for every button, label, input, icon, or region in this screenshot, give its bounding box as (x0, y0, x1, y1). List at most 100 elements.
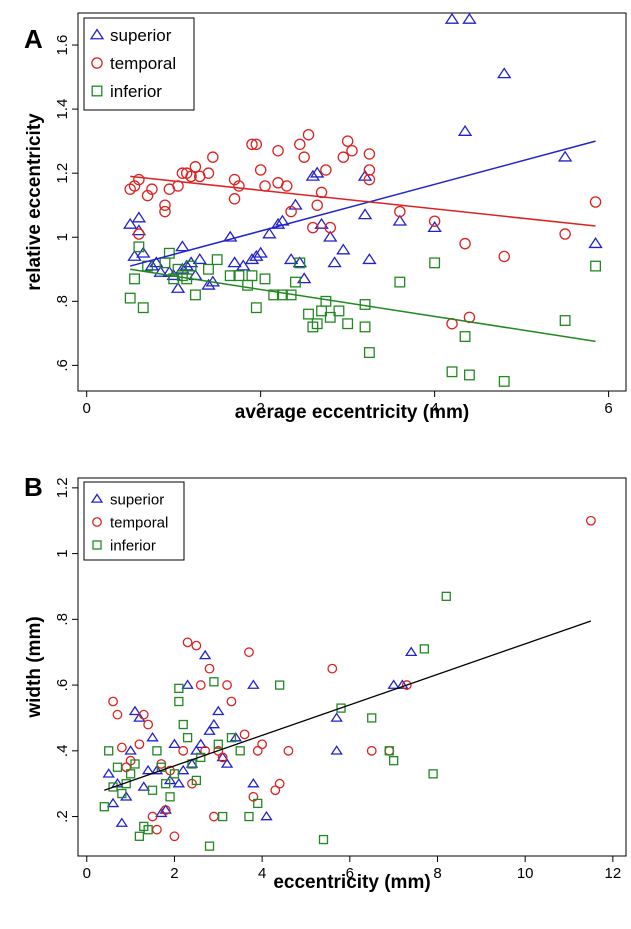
data-point (223, 230, 238, 242)
data-point (333, 305, 345, 317)
data-point (268, 289, 280, 301)
series-temporal (108, 515, 596, 842)
data-point (159, 199, 171, 211)
data-point (457, 124, 473, 136)
data-point (189, 161, 202, 173)
data-point (191, 640, 202, 651)
legend-marker-temporal (92, 517, 102, 527)
data-point (252, 745, 263, 756)
data-point (189, 289, 201, 301)
legend-marker-temporal (91, 57, 103, 69)
data-point (131, 211, 147, 223)
data-point (222, 680, 232, 690)
data-point (191, 775, 202, 786)
y-tick-label: .6 (54, 359, 71, 372)
data-point (226, 696, 237, 707)
data-point (168, 738, 181, 749)
data-point (152, 746, 162, 756)
data-point (296, 272, 312, 284)
data-point (108, 782, 118, 792)
panel-b: B 0 2 4 6 8 10 12 .2 .4 .6 .8 1 1.2 eccentricity (mm) w… (24, 472, 627, 893)
data-point (311, 199, 323, 211)
data-point (275, 680, 285, 690)
data-point (209, 811, 219, 822)
data-point (202, 167, 215, 179)
y-tick-label: 1.4 (54, 99, 71, 120)
data-point (153, 265, 168, 277)
data-point (178, 745, 189, 756)
fit-line-inferior (130, 268, 596, 343)
data-point (201, 278, 216, 290)
y-tick-label: .4 (54, 745, 71, 758)
x-tick-label: 0 (83, 400, 91, 417)
data-point (253, 246, 268, 258)
data-point (124, 745, 137, 755)
data-point (146, 183, 158, 195)
data-point (586, 515, 596, 526)
data-point (444, 12, 460, 24)
data-point (362, 253, 377, 265)
data-point (161, 779, 171, 789)
data-point (311, 318, 323, 330)
data-point (163, 247, 175, 259)
y-tick-label: .8 (54, 613, 71, 626)
data-point (324, 221, 337, 234)
data-point (246, 270, 258, 282)
data-point (330, 712, 343, 722)
data-point (346, 144, 358, 157)
data-point (182, 637, 193, 648)
data-point (459, 237, 471, 250)
data-point (212, 705, 225, 716)
data-point (99, 802, 109, 812)
data-point (250, 302, 262, 314)
data-point (249, 249, 264, 261)
data-point (147, 811, 158, 822)
series-temporal (124, 128, 602, 330)
data-point (244, 647, 254, 658)
x-tick-label: 12 (605, 865, 622, 882)
data-point (281, 180, 293, 192)
data-point (298, 151, 310, 163)
data-point (169, 831, 180, 842)
data-point (177, 764, 190, 775)
y-tick-label: 1.2 (54, 477, 71, 498)
data-point (272, 144, 284, 157)
data-point (159, 804, 172, 814)
data-point (259, 180, 271, 192)
data-point (137, 302, 149, 314)
data-point (143, 719, 154, 730)
data-point (363, 148, 376, 160)
data-point (165, 792, 175, 802)
data-point (363, 164, 376, 176)
data-point (247, 777, 260, 788)
series-superior (122, 12, 603, 293)
data-point (196, 752, 206, 763)
data-point (112, 762, 123, 772)
data-point (133, 228, 145, 240)
data-point (218, 811, 228, 822)
data-point (213, 739, 223, 749)
data-point (292, 256, 308, 268)
data-point (357, 208, 373, 220)
data-point (106, 797, 120, 808)
data-point (244, 811, 254, 822)
data-point (129, 273, 140, 285)
data-point (149, 256, 164, 268)
data-point (207, 151, 219, 163)
data-point (244, 253, 260, 265)
data-point (236, 259, 251, 271)
data-point (330, 745, 343, 755)
x-axis-title: average eccentricity (mm) (235, 402, 469, 423)
panel-letter: B (24, 472, 43, 502)
data-point (253, 798, 263, 809)
x-tick-label: 0 (83, 865, 91, 882)
data-point (359, 321, 371, 333)
data-point (156, 762, 166, 772)
series-inferior (124, 241, 602, 387)
data-point (134, 739, 145, 750)
data-point (419, 644, 429, 654)
data-point (178, 719, 188, 730)
data-point (175, 240, 190, 252)
data-point (384, 745, 395, 756)
data-point (116, 742, 127, 753)
